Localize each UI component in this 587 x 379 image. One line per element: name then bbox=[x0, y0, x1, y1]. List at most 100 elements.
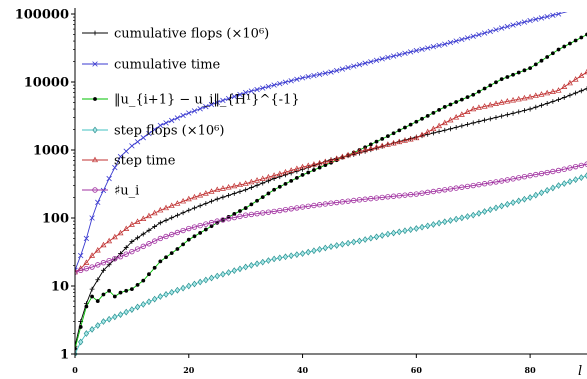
series-marker bbox=[243, 263, 249, 271]
series-marker bbox=[374, 139, 379, 144]
series-marker bbox=[259, 175, 266, 181]
series-marker bbox=[248, 178, 255, 185]
series-marker bbox=[317, 165, 322, 170]
series-marker bbox=[493, 27, 499, 33]
series-marker bbox=[152, 224, 158, 229]
series-marker bbox=[538, 170, 545, 177]
series-marker bbox=[533, 62, 538, 67]
series-marker bbox=[163, 204, 170, 211]
series-marker bbox=[425, 189, 431, 196]
series-marker bbox=[385, 194, 391, 200]
series-marker bbox=[277, 80, 283, 87]
series-marker bbox=[175, 212, 180, 218]
series-marker bbox=[539, 102, 544, 108]
series-marker bbox=[311, 72, 317, 79]
series-marker bbox=[134, 218, 141, 224]
series-marker bbox=[272, 187, 277, 192]
series-marker bbox=[396, 51, 402, 58]
series-marker bbox=[75, 269, 78, 275]
series-marker bbox=[180, 284, 186, 292]
series-marker bbox=[248, 211, 255, 218]
series-marker bbox=[288, 252, 294, 260]
series-marker bbox=[402, 227, 408, 235]
series-marker bbox=[431, 110, 436, 115]
series-marker bbox=[430, 221, 437, 228]
series-marker bbox=[175, 247, 180, 251]
series-marker bbox=[225, 183, 232, 190]
series-marker bbox=[83, 235, 90, 242]
legend-marker bbox=[92, 187, 98, 193]
series-marker bbox=[391, 131, 396, 136]
series-marker bbox=[84, 304, 89, 309]
series-marker bbox=[493, 115, 499, 120]
series-marker bbox=[186, 237, 191, 242]
series-marker bbox=[208, 101, 215, 108]
series-marker bbox=[465, 122, 470, 127]
series-marker bbox=[89, 326, 95, 333]
series-marker bbox=[379, 142, 386, 149]
series-marker bbox=[510, 22, 516, 28]
series-marker bbox=[266, 191, 271, 196]
series-marker bbox=[555, 167, 562, 174]
series-marker bbox=[231, 267, 237, 275]
series-marker bbox=[584, 172, 587, 179]
series-marker bbox=[504, 23, 511, 30]
series-marker bbox=[555, 12, 562, 17]
series-marker bbox=[510, 96, 517, 103]
series-marker bbox=[470, 33, 476, 39]
series-marker bbox=[305, 74, 311, 80]
series-marker bbox=[243, 206, 248, 210]
series-marker bbox=[572, 176, 579, 183]
series-marker bbox=[481, 103, 488, 109]
series-marker bbox=[425, 45, 431, 51]
series-marker bbox=[316, 246, 323, 253]
series-marker bbox=[158, 259, 163, 264]
series-marker bbox=[549, 88, 556, 94]
series-marker bbox=[282, 206, 289, 213]
series-marker bbox=[215, 220, 220, 225]
series-marker bbox=[220, 270, 226, 278]
series-marker bbox=[112, 255, 118, 262]
series-marker bbox=[385, 230, 391, 238]
series-marker bbox=[169, 231, 175, 238]
series-marker bbox=[191, 193, 198, 200]
series-marker bbox=[339, 66, 346, 72]
series-marker bbox=[442, 105, 447, 109]
series-marker bbox=[476, 119, 482, 124]
series-marker bbox=[305, 248, 311, 256]
series-marker bbox=[219, 185, 226, 191]
series-marker bbox=[231, 93, 237, 100]
series-marker bbox=[532, 92, 539, 98]
series-marker bbox=[333, 199, 340, 206]
series-5 bbox=[75, 68, 587, 275]
series-marker bbox=[522, 68, 527, 73]
series-marker bbox=[283, 172, 288, 178]
series-marker bbox=[95, 262, 101, 268]
series-marker bbox=[283, 181, 288, 186]
series-marker bbox=[174, 115, 181, 121]
series-marker bbox=[83, 259, 90, 265]
series-marker bbox=[146, 241, 152, 247]
series-marker bbox=[528, 66, 533, 71]
series-marker bbox=[464, 35, 471, 41]
series-marker bbox=[516, 175, 522, 181]
legend-label: step time bbox=[114, 154, 176, 169]
series-marker bbox=[471, 92, 476, 97]
series-markers bbox=[75, 32, 587, 351]
series-marker bbox=[442, 187, 448, 193]
series-marker bbox=[442, 127, 448, 133]
series-marker bbox=[310, 161, 317, 167]
series-marker bbox=[83, 330, 90, 337]
series-marker bbox=[550, 99, 556, 104]
series-marker bbox=[277, 174, 283, 180]
y-tick-label: 1000 bbox=[33, 144, 69, 159]
series-marker bbox=[572, 76, 579, 82]
series-marker bbox=[147, 272, 151, 277]
series-marker bbox=[112, 313, 118, 321]
series-marker bbox=[516, 109, 522, 115]
series-4 bbox=[75, 172, 587, 356]
series-marker bbox=[350, 149, 357, 156]
series-marker bbox=[271, 172, 278, 178]
series-marker bbox=[464, 213, 471, 220]
series-marker bbox=[527, 106, 533, 112]
